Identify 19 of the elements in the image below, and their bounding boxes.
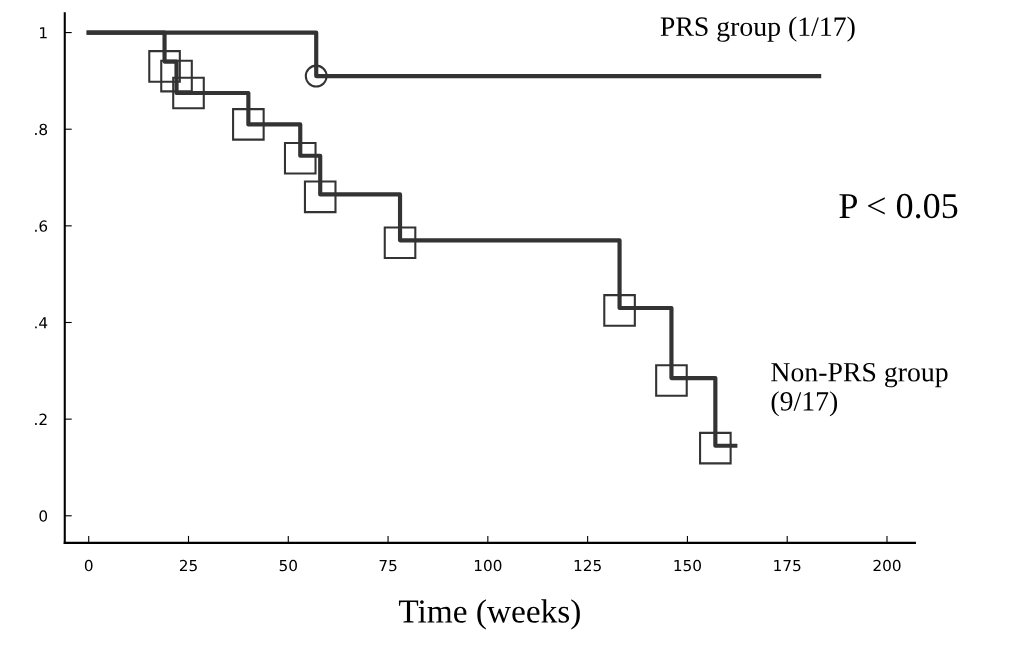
x-tick-label: 75: [379, 559, 397, 572]
y-tick-label: .8: [35, 123, 48, 136]
x-tick-label: 50: [279, 559, 297, 572]
x-tick-label: 100: [474, 559, 502, 572]
x-tick-label: 175: [774, 559, 801, 572]
annotation: Non-PRS group (9/17): [771, 362, 948, 417]
x-axis-title: Time (weeks): [398, 599, 580, 630]
y-tick-label: .2: [35, 413, 47, 425]
x-tick-label: 25: [179, 559, 197, 572]
y-tick-label: .4: [35, 317, 48, 329]
annotation: P < 0.05: [839, 193, 958, 219]
y-tick-label: 0: [39, 510, 48, 522]
y-tick-label: .6: [35, 220, 48, 232]
x-tick-label: 200: [873, 559, 901, 572]
x-tick-label: 0: [84, 559, 93, 572]
x-tick-label: 125: [574, 559, 601, 572]
annotation: PRS group (1/17): [660, 16, 855, 42]
x-tick-label: 150: [674, 559, 701, 572]
y-tick-label: 1: [40, 27, 47, 39]
